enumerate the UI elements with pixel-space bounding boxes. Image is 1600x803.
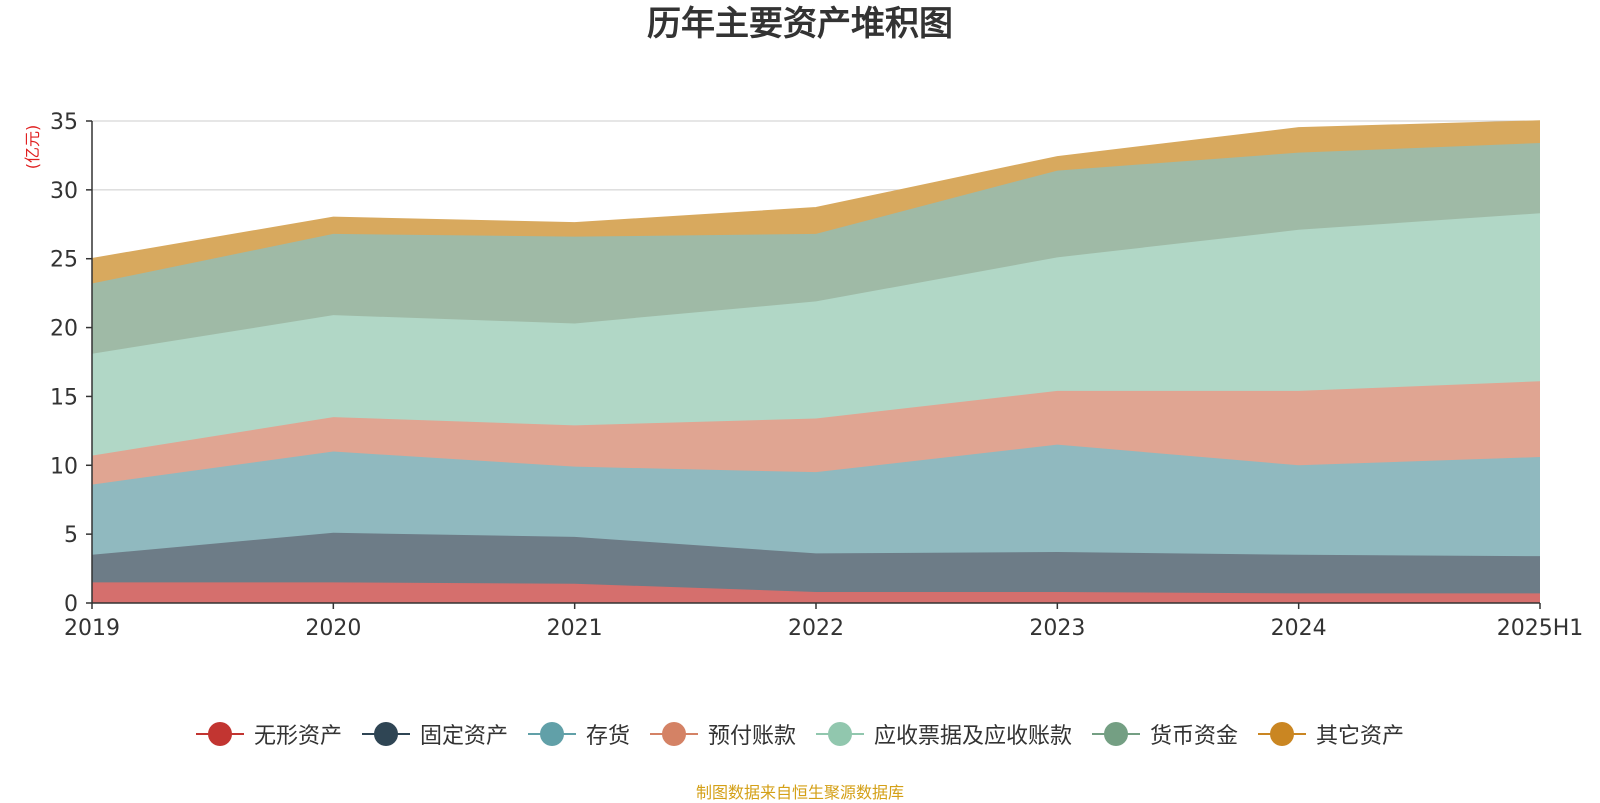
y-tick-label: 0 [64,592,78,617]
legend-item-0[interactable]: 无形资产 [195,718,342,750]
legend-label: 货币资金 [1150,724,1239,749]
legend-marker-icon [649,721,698,747]
legend-marker-icon [1092,721,1141,747]
y-tick-label: 15 [50,385,78,410]
legend-item-5[interactable]: 货币资金 [1092,718,1238,750]
area-series-6 [92,121,1540,284]
legend-item-2[interactable]: 存货 [527,718,630,750]
legend-label: 无形资产 [253,724,342,749]
x-tick-label: 2020 [305,616,361,641]
legend-label: 应收票据及应收账款 [874,724,1073,749]
axes: 0 5 10 15 20 25 30 35 2019 2020 2021 2022 2023 2024 20… [50,110,1583,641]
x-tick-label: 2025H1 [1497,616,1584,641]
legend-label: 固定资产 [419,724,508,749]
y-tick-label: 5 [64,523,78,548]
area-series-4 [92,213,1540,456]
footer-source: 制图数据来自恒生聚源数据库 [695,783,904,802]
y-tick-label: 35 [50,110,78,135]
legend-item-4[interactable]: 应收票据及应收账款 [816,718,1072,750]
legend-item-1[interactable]: 固定资产 [361,718,508,750]
legend-marker-icon [816,721,864,747]
x-tick-label: 2019 [64,616,120,641]
y-tick-label: 25 [50,248,78,273]
y-axis-label: (亿元) [23,125,42,170]
legend-label: 预付账款 [707,724,796,749]
area-series-1 [92,532,1540,594]
legend-marker-icon [1258,721,1307,747]
x-tick-label: 2024 [1271,616,1327,641]
x-tick-label: 2022 [788,616,844,641]
area-series-5 [92,143,1540,354]
legend-marker-icon [527,721,576,747]
legend-marker-icon [361,721,410,747]
legend-label: 其它资产 [1316,724,1405,749]
x-tick-label: 2023 [1029,616,1085,641]
legend: 无形资产 固定资产 存货 预付账款 应收票据及应收账款 货币资金 其它资产 [0,718,1600,750]
legend-label: 存货 [585,724,630,749]
y-tick-label: 20 [50,317,78,342]
line-series-6 [91,120,1541,260]
legend-item-3[interactable]: 预付账款 [649,718,796,750]
area-series-3 [92,381,1540,485]
x-tick-label: 2021 [547,616,603,641]
y-tick-label: 30 [50,179,78,204]
line-series-3 [91,380,1541,457]
y-tick-label: 10 [50,454,78,479]
stacked-areas [91,120,1541,603]
legend-marker-icon [195,721,244,747]
legend-item-6[interactable]: 其它资产 [1258,718,1404,750]
area-series-2 [92,444,1540,557]
chart-title: 历年主要资产堆积图 [647,4,953,44]
